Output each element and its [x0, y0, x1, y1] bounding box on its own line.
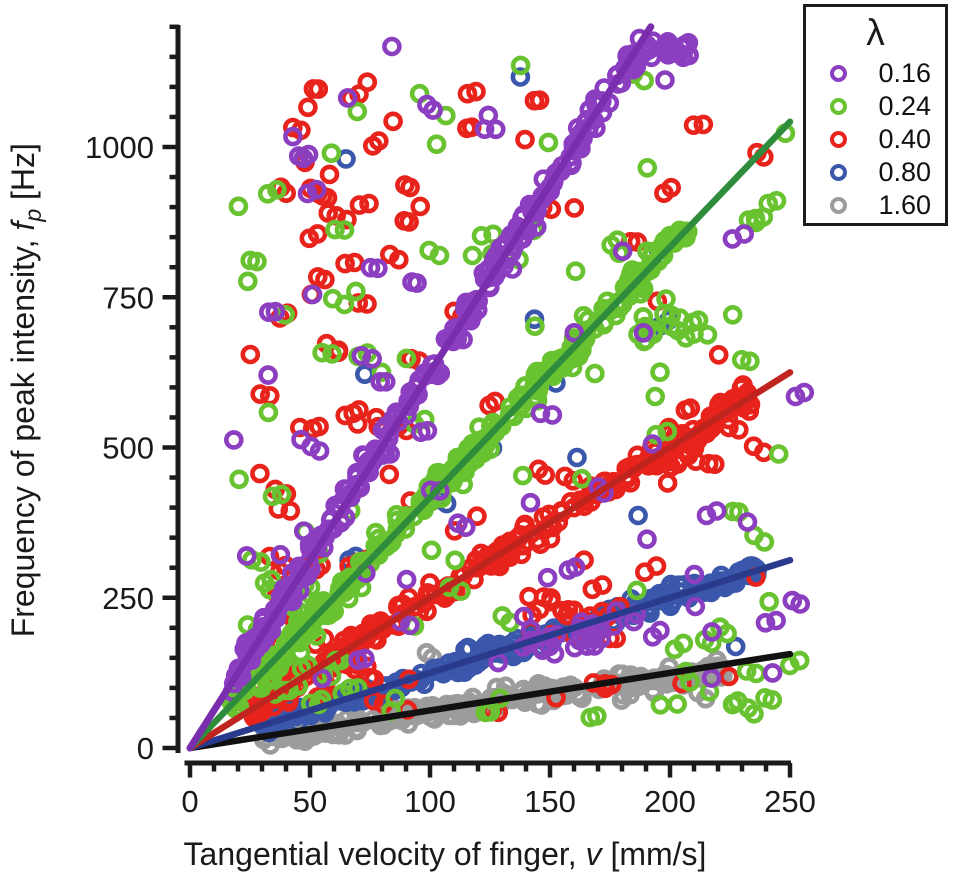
legend-item-0.40: 0.40: [806, 123, 945, 156]
y-axis-symbol: f: [4, 221, 41, 231]
series-lambda-0.80-fit-line: [186, 556, 794, 752]
x-axis-symbol: v: [585, 836, 602, 872]
x-axis-label-text: Tangential velocity of finger,: [183, 836, 586, 872]
legend-marker-icon: [830, 131, 847, 148]
y-axis-unit: [Hz]: [4, 143, 41, 209]
legend-marker-icon: [830, 164, 847, 181]
legend-item-0.16: 0.16: [806, 57, 945, 90]
y-axis-tick-labels: 0 250 500 750 1000: [85, 130, 154, 766]
y-axis-subscript: p: [20, 208, 47, 222]
legend-item-1.60: 1.60: [806, 189, 945, 222]
x-tick-label-50: 50: [293, 784, 327, 819]
series-lambda-0.16-markers: [222, 28, 815, 703]
x-tick-label-100: 100: [404, 784, 456, 819]
legend-item-0.80: 0.80: [806, 156, 945, 189]
legend: λ 0.16 0.24 0.40 0.80 1.60: [803, 4, 948, 226]
series-lambda-0.40-fit-line: [186, 369, 794, 752]
y-axis-ticks: [162, 24, 179, 751]
y-tick-label-750: 750: [102, 280, 154, 315]
series-lambda-0.16-fit-line: [186, 23, 655, 752]
legend-item-label: 0.24: [878, 91, 931, 121]
legend-marker-icon: [830, 98, 847, 115]
legend-item-label: 1.60: [878, 190, 931, 220]
y-tick-label-0: 0: [137, 731, 154, 766]
series-lambda-0.24-fit-line: [186, 118, 794, 752]
legend-item-label: 0.40: [878, 124, 931, 154]
legend-marker-icon: [830, 197, 847, 214]
legend-marker-icon: [830, 65, 847, 82]
y-axis-label-text: Frequency of peak intensity,: [4, 230, 41, 638]
y-axis-label: Frequency of peak intensity, fp [Hz]: [5, 40, 47, 740]
legend-item-0.24: 0.24: [806, 90, 945, 123]
x-axis-tick-labels: 0 50 100 150 200 250: [181, 784, 815, 819]
x-tick-label-250: 250: [764, 784, 816, 819]
y-tick-label-500: 500: [102, 431, 154, 466]
y-tick-label-250: 250: [102, 581, 154, 616]
x-tick-label-200: 200: [644, 784, 696, 819]
x-axis-ticks: [187, 763, 793, 778]
x-tick-label-0: 0: [181, 784, 198, 819]
legend-item-label: 0.16: [878, 58, 931, 88]
x-axis-label: Tangential velocity of finger, v [mm/s]: [0, 836, 890, 873]
legend-title: λ: [866, 12, 885, 53]
series-lambda-1.60-fit-line: [186, 650, 794, 752]
y-tick-label-1000: 1000: [85, 130, 154, 165]
x-axis-unit: [mm/s]: [601, 836, 707, 872]
legend-item-label: 0.80: [878, 157, 931, 187]
x-tick-label-150: 150: [524, 784, 576, 819]
